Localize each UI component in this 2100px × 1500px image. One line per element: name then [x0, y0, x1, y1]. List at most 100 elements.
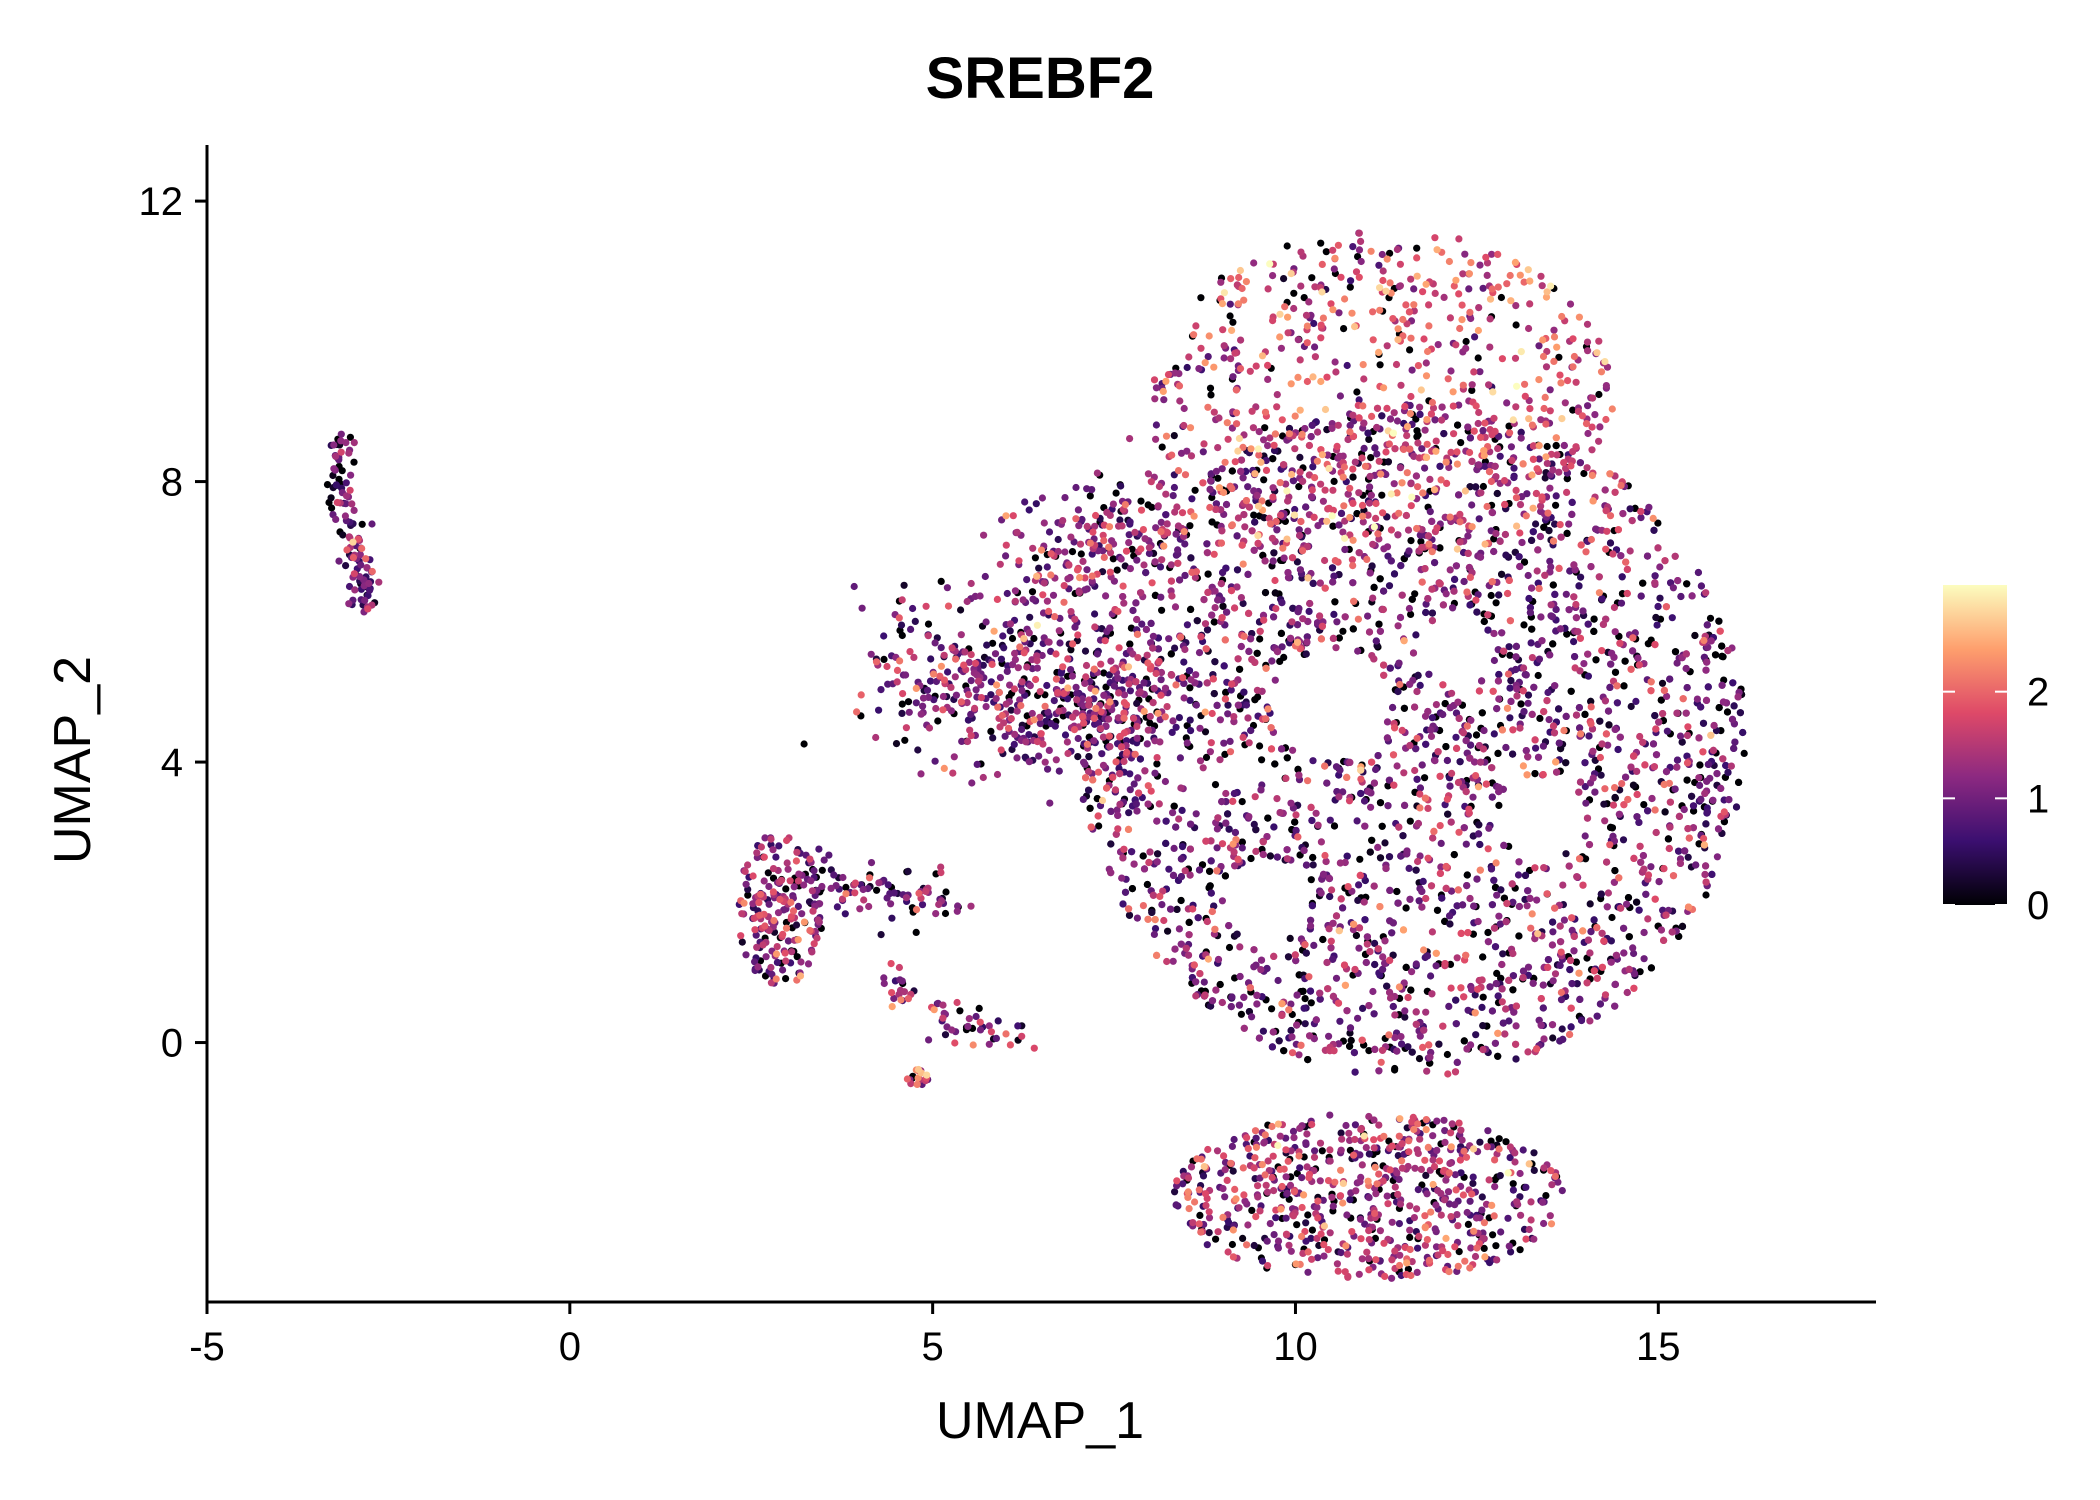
cell-point [1397, 562, 1405, 570]
cell-point [1526, 894, 1534, 903]
cell-point [1055, 627, 1063, 635]
chart-title: SREBF2 [926, 46, 1155, 111]
cell-point [1211, 658, 1219, 666]
cell-point [1475, 821, 1483, 829]
cell-point [1106, 624, 1114, 632]
cell-point [1356, 855, 1364, 863]
cell-point [1236, 943, 1244, 951]
cell-point [1539, 742, 1547, 750]
cell-point [1586, 900, 1594, 908]
cell-point [1563, 630, 1571, 638]
cell-point [1617, 552, 1625, 560]
cell-point [1322, 857, 1330, 866]
cell-point [987, 691, 995, 699]
cell-point [1553, 768, 1561, 776]
cell-point [1431, 1225, 1439, 1233]
cell-point [1501, 530, 1509, 539]
cell-point [1286, 1181, 1295, 1189]
cell-point [1251, 518, 1259, 526]
cell-point [366, 586, 374, 594]
cell-point [1201, 728, 1210, 736]
cell-point [1393, 245, 1401, 254]
cell-point [1537, 1021, 1545, 1029]
cell-point [1466, 1197, 1474, 1205]
cell-point [742, 951, 750, 959]
cell-point [1581, 783, 1589, 791]
cell-point [1183, 621, 1191, 629]
cell-point [1333, 618, 1341, 626]
cell-point [1402, 904, 1410, 912]
cell-point [1365, 1255, 1373, 1263]
cell-point [1312, 1016, 1320, 1024]
cell-point [1225, 1218, 1233, 1226]
cell-point [1302, 1139, 1310, 1147]
cell-point [1307, 999, 1315, 1007]
cell-point [1181, 540, 1189, 548]
cell-point [1562, 712, 1570, 721]
cell-point [1026, 682, 1034, 690]
cell-point [1390, 480, 1398, 488]
cell-point [1340, 325, 1348, 333]
cell-point [1157, 676, 1165, 684]
cell-point [1169, 809, 1177, 817]
cell-point [1730, 702, 1738, 710]
cell-point [1030, 634, 1038, 643]
cell-point [1469, 1173, 1477, 1181]
cell-point [1515, 553, 1523, 561]
cell-point [1329, 919, 1337, 927]
cell-point [1364, 787, 1372, 795]
cell-point [1495, 801, 1503, 810]
cell-point [1509, 898, 1517, 906]
cell-point [1575, 704, 1583, 712]
cell-point [1316, 579, 1324, 587]
cell-point [1488, 250, 1496, 258]
cell-point [1702, 862, 1710, 870]
cell-point [1295, 526, 1303, 534]
cell-point [1695, 734, 1703, 742]
cell-point [1524, 691, 1533, 699]
cell-point [954, 902, 962, 910]
cell-point [1563, 475, 1571, 483]
cell-point [1451, 1171, 1459, 1179]
cell-point [342, 562, 350, 570]
cell-point [1365, 1150, 1373, 1158]
cell-point [1226, 300, 1234, 308]
cell-point [1652, 751, 1661, 759]
cell-point [1597, 771, 1605, 779]
cell-point [818, 882, 826, 891]
cell-point [1633, 767, 1641, 776]
cell-point [1128, 885, 1136, 893]
cell-point [1557, 938, 1565, 946]
cell-point [1173, 905, 1181, 914]
cell-point [1177, 784, 1185, 792]
cell-point [1418, 903, 1426, 911]
cell-point [1307, 922, 1315, 930]
cell-point [935, 900, 943, 909]
cell-point [1047, 647, 1055, 656]
cell-point [1140, 679, 1148, 687]
cell-point [1172, 723, 1180, 731]
cell-point [902, 671, 910, 679]
cell-point [1467, 314, 1475, 323]
cell-point [1406, 1233, 1414, 1241]
cell-point [1212, 467, 1220, 475]
cell-point [918, 901, 927, 909]
cell-point [1294, 336, 1302, 344]
cell-point [1230, 789, 1238, 798]
cell-point [795, 870, 803, 878]
cell-point [1180, 694, 1188, 702]
cell-point [1565, 520, 1573, 528]
cell-point [1454, 421, 1462, 429]
cell-point [1275, 1037, 1283, 1045]
cell-point [1493, 891, 1501, 899]
cell-point [1011, 656, 1020, 664]
cell-point [1390, 409, 1398, 417]
cell-point [1295, 771, 1303, 779]
cell-point [1342, 1121, 1350, 1130]
cell-point [1117, 555, 1125, 563]
cell-point [1271, 676, 1279, 684]
cell-point [1355, 549, 1363, 557]
cell-point [1367, 803, 1375, 811]
cell-point [768, 970, 776, 979]
cell-point [963, 699, 971, 707]
